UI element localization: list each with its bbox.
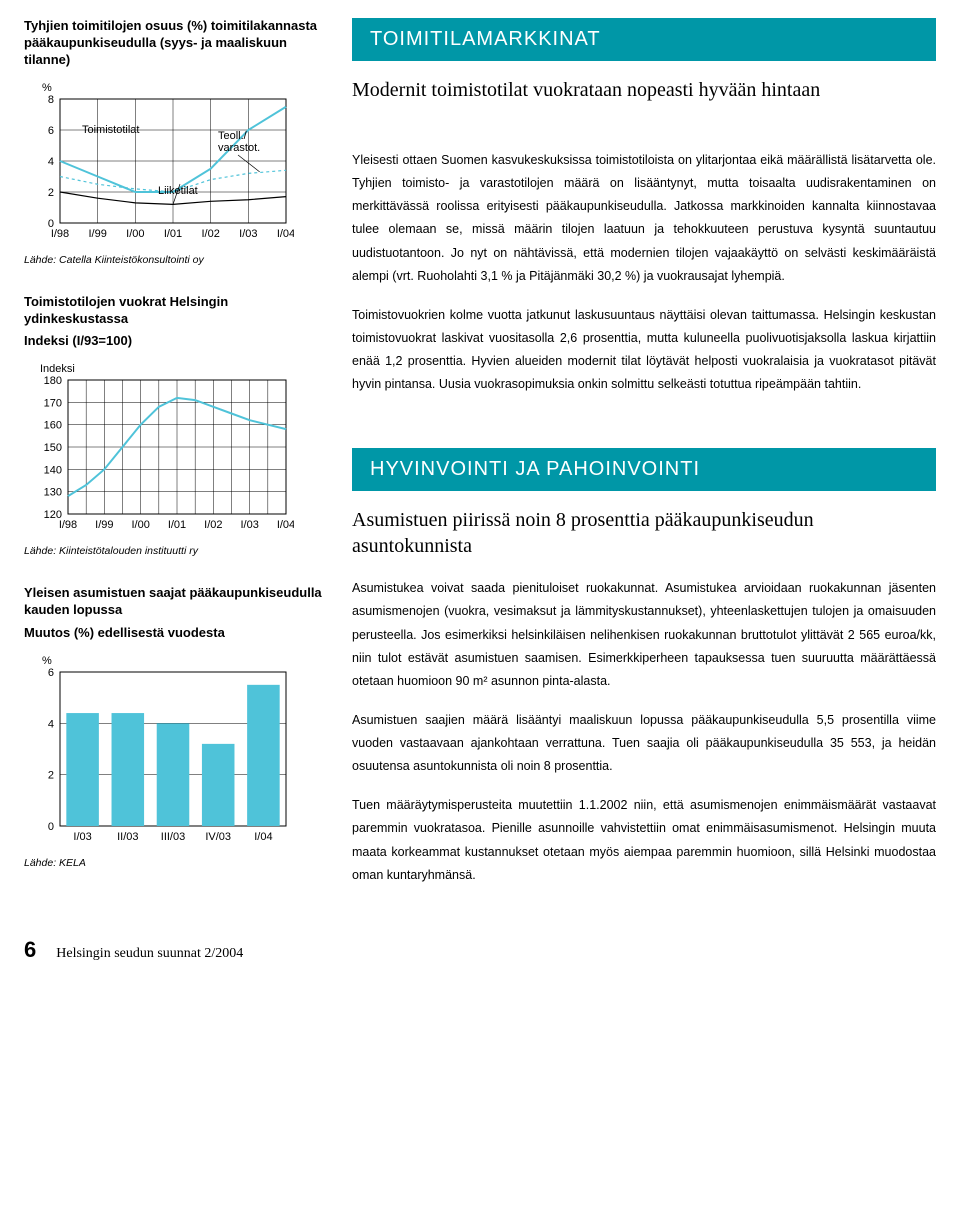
svg-text:2: 2 bbox=[48, 187, 54, 199]
page-number: 6 bbox=[24, 937, 36, 963]
svg-text:170: 170 bbox=[44, 398, 62, 410]
chart2-block: Toimistotilojen vuokrat Helsingin ydinke… bbox=[24, 294, 324, 558]
chart2-source: Lähde: Kiinteistötalouden instituutti ry bbox=[24, 545, 324, 557]
page-footer: 6 Helsingin seudun suunnat 2/2004 bbox=[0, 927, 960, 981]
svg-text:150: 150 bbox=[44, 442, 62, 454]
svg-text:I/99: I/99 bbox=[95, 519, 113, 531]
chart1-title: Tyhjien toimitilojen osuus (%) toimitila… bbox=[24, 18, 324, 69]
svg-text:III/03: III/03 bbox=[161, 831, 185, 843]
chart3-source: Lähde: KELA bbox=[24, 857, 324, 869]
section2-header: HYVINVOINTI JA PAHOINVOINTI bbox=[352, 448, 936, 491]
svg-text:I/02: I/02 bbox=[201, 228, 219, 240]
chart3-block: Yleisen asumistuen saajat pääkaupunkiseu… bbox=[24, 585, 324, 869]
section1-p1: Yleisesti ottaen Suomen kasvukeskuksissa… bbox=[352, 149, 936, 288]
svg-text:I/00: I/00 bbox=[131, 519, 149, 531]
svg-text:Teoll./: Teoll./ bbox=[218, 130, 248, 142]
svg-text:I/03: I/03 bbox=[240, 519, 258, 531]
section1-header: TOIMITILAMARKKINAT bbox=[352, 18, 936, 61]
svg-text:2: 2 bbox=[48, 770, 54, 782]
page-layout: Tyhjien toimitilojen osuus (%) toimitila… bbox=[0, 0, 960, 927]
svg-text:6: 6 bbox=[48, 125, 54, 137]
svg-text:I/98: I/98 bbox=[51, 228, 69, 240]
section2-p3: Tuen määräytymisperusteita muutettiin 1.… bbox=[352, 794, 936, 887]
section1-p2: Toimistovuokrien kolme vuotta jatkunut l… bbox=[352, 304, 936, 397]
svg-text:I/03: I/03 bbox=[239, 228, 257, 240]
left-column: Tyhjien toimitilojen osuus (%) toimitila… bbox=[24, 18, 324, 903]
chart3-title: Yleisen asumistuen saajat pääkaupunkiseu… bbox=[24, 585, 324, 619]
chart2-title: Toimistotilojen vuokrat Helsingin ydinke… bbox=[24, 294, 324, 328]
section2-sub: Asumistuen piirissä noin 8 prosenttia pä… bbox=[352, 507, 936, 559]
svg-text:8: 8 bbox=[48, 94, 54, 106]
section2-p2: Asumistuen saajien määrä lisääntyi maali… bbox=[352, 709, 936, 778]
svg-text:%: % bbox=[42, 655, 52, 667]
svg-text:IV/03: IV/03 bbox=[205, 831, 231, 843]
svg-text:130: 130 bbox=[44, 487, 62, 499]
section2-p1: Asumistukea voivat saada pienituloiset r… bbox=[352, 577, 936, 693]
chart3-svg: % 0 2 4 6 I/03 II/03 III/03 IV/03 I/04 bbox=[24, 648, 294, 848]
svg-text:I/01: I/01 bbox=[164, 228, 182, 240]
svg-text:I/04: I/04 bbox=[277, 228, 294, 240]
svg-text:I/00: I/00 bbox=[126, 228, 144, 240]
svg-text:%: % bbox=[42, 82, 52, 94]
svg-text:I/03: I/03 bbox=[73, 831, 91, 843]
svg-text:varastot.: varastot. bbox=[218, 142, 260, 154]
svg-text:160: 160 bbox=[44, 420, 62, 432]
svg-text:I/04: I/04 bbox=[254, 831, 272, 843]
svg-text:II/03: II/03 bbox=[117, 831, 138, 843]
publication-name: Helsingin seudun suunnat 2/2004 bbox=[56, 946, 243, 962]
section1-sub: Modernit toimistotilat vuokrataan nopeas… bbox=[352, 77, 936, 103]
chart2-svg: Indeksi120130140150160170180I/98I/99I/00… bbox=[24, 356, 294, 536]
svg-text:I/04: I/04 bbox=[277, 519, 294, 531]
right-column: TOIMITILAMARKKINAT Modernit toimistotila… bbox=[352, 18, 936, 903]
chart2-subtitle: Indeksi (I/93=100) bbox=[24, 333, 324, 350]
svg-text:I/01: I/01 bbox=[168, 519, 186, 531]
svg-text:4: 4 bbox=[48, 156, 54, 168]
svg-text:I/99: I/99 bbox=[88, 228, 106, 240]
svg-text:140: 140 bbox=[44, 465, 62, 477]
svg-text:0: 0 bbox=[48, 821, 54, 833]
svg-text:Toimistotilat: Toimistotilat bbox=[82, 124, 139, 136]
svg-text:4: 4 bbox=[48, 718, 54, 730]
svg-text:6: 6 bbox=[48, 667, 54, 679]
svg-text:Indeksi: Indeksi bbox=[40, 363, 75, 375]
svg-text:I/98: I/98 bbox=[59, 519, 77, 531]
chart1-block: Tyhjien toimitilojen osuus (%) toimitila… bbox=[24, 18, 324, 266]
chart3-subtitle: Muutos (%) edellisestä vuodesta bbox=[24, 625, 324, 642]
svg-text:I/02: I/02 bbox=[204, 519, 222, 531]
chart1-svg: %02468I/98I/99I/00I/01I/02I/03I/04Toimis… bbox=[24, 75, 294, 245]
svg-text:180: 180 bbox=[44, 375, 62, 387]
chart1-source: Lähde: Catella Kiinteistökonsultointi oy bbox=[24, 254, 324, 266]
